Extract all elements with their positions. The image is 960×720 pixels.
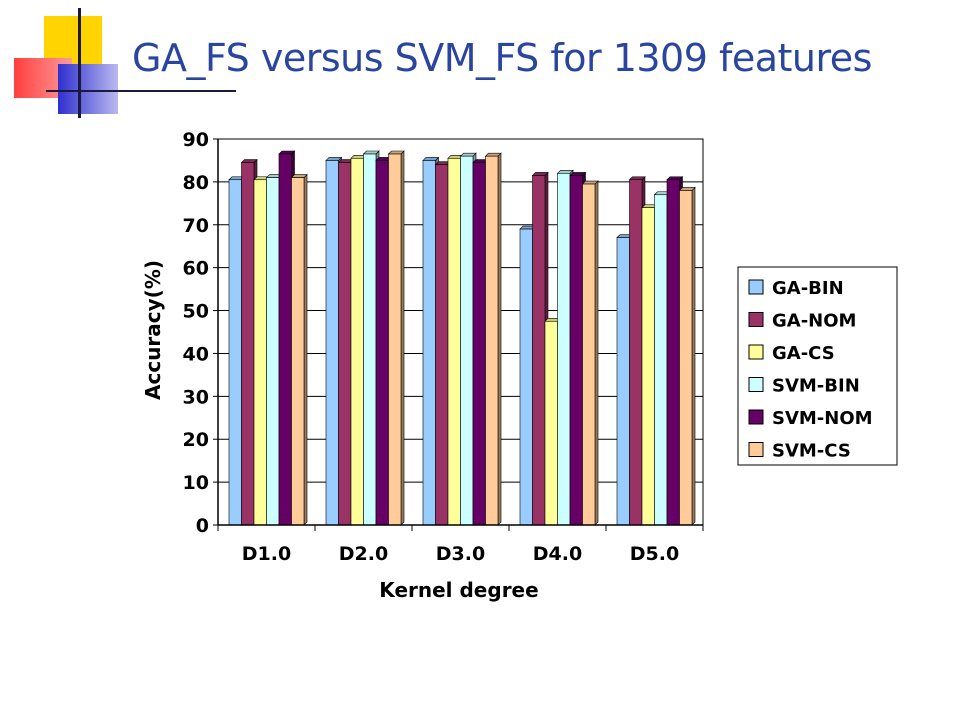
bar-front: [519, 228, 533, 526]
bar-top: [290, 174, 308, 178]
y-tick-label: 30: [183, 386, 209, 408]
y-tick-label: 40: [183, 343, 209, 365]
y-tick-label: 50: [183, 301, 209, 323]
x-tick-label: D4.0: [533, 543, 582, 565]
bar-front: [253, 179, 267, 526]
bar-front: [350, 158, 364, 526]
legend-label: GA-BIN: [772, 278, 844, 299]
bar-front: [616, 237, 630, 526]
bar-top: [628, 176, 646, 181]
bar-svm-cs-d3.0: [484, 152, 502, 526]
bar-front: [363, 153, 377, 526]
bar-front: [375, 160, 389, 526]
bar-front: [447, 158, 461, 526]
y-tick-label: 80: [183, 172, 209, 194]
bar-front: [532, 175, 546, 526]
y-tick-label: 0: [196, 515, 209, 537]
bar-side: [594, 180, 599, 526]
bar-front: [388, 153, 402, 526]
bar-top: [362, 150, 380, 155]
y-tick-label: 90: [183, 129, 209, 151]
legend: GA-BIN GA-NOM GA-CS SVM-BIN SVM-NOM SVM-CS: [737, 266, 898, 466]
bar-front: [654, 194, 668, 526]
bar-front: [666, 179, 680, 526]
legend-swatch: [748, 409, 764, 425]
bar-top: [422, 157, 440, 161]
bar-top: [666, 176, 684, 181]
bar-front: [422, 160, 436, 526]
bar-top: [531, 172, 549, 176]
legend-swatch: [748, 442, 764, 457]
bar-front: [228, 179, 242, 526]
legend-label: GA-NOM: [772, 311, 856, 332]
bar-front: [241, 162, 255, 526]
bar-front: [266, 177, 280, 526]
slide-title: GA_FS versus SVM_FS for 1309 features: [132, 36, 872, 80]
x-tick-label: D3.0: [436, 543, 485, 565]
bar-side: [303, 173, 308, 526]
legend-label: GA-CS: [772, 343, 835, 364]
bar-front: [460, 155, 474, 526]
bar-front: [582, 183, 596, 526]
bar-side: [691, 186, 696, 526]
bar-front: [338, 162, 352, 526]
bar-side: [400, 150, 405, 526]
legend-box: [737, 266, 898, 466]
bar-top: [569, 172, 587, 176]
bar-side: [497, 152, 502, 526]
bar-front: [485, 155, 499, 526]
y-tick-label: 10: [183, 472, 209, 494]
bar-top: [581, 180, 599, 185]
bar-front: [435, 164, 449, 526]
bar-top: [556, 170, 574, 174]
legend-label: SVM-NOM: [772, 408, 873, 429]
deco-vertical-line: [78, 8, 81, 118]
bar-svm-cs-d5.0: [678, 186, 696, 526]
deco-horizontal-line: [46, 90, 236, 92]
bar-front: [679, 190, 693, 526]
x-axis-title: Kernel degree: [379, 578, 538, 602]
x-tick-label: D5.0: [630, 543, 679, 565]
y-tick-label: 20: [183, 429, 209, 451]
bar-top: [484, 152, 502, 157]
bar-front: [629, 179, 643, 526]
bar-top: [387, 150, 405, 155]
bar-top: [240, 159, 258, 163]
bar-top: [278, 150, 296, 155]
y-tick-label: 60: [183, 258, 209, 280]
bar-front: [472, 162, 486, 526]
legend-label: SVM-BIN: [772, 376, 860, 397]
bar-top: [325, 157, 343, 161]
bar-svm-cs-d4.0: [581, 180, 599, 526]
bar-front: [641, 207, 655, 526]
bar-front: [278, 153, 292, 526]
legend-swatch: [748, 377, 764, 392]
bar-front: [544, 320, 558, 526]
bar-front: [557, 173, 571, 526]
legend-swatch: [748, 279, 764, 295]
y-axis-title: Accuracy(%): [141, 260, 165, 400]
legend-swatch: [748, 344, 764, 360]
deco-blue-square: [58, 64, 118, 114]
bar-svm-cs-d2.0: [387, 150, 405, 526]
bar-top: [678, 187, 696, 191]
bar-front: [325, 160, 339, 526]
bar-top: [459, 152, 477, 157]
legend-label: SVM-CS: [772, 441, 851, 462]
y-tick-label: 70: [183, 215, 209, 237]
bar-svm-cs-d1.0: [290, 173, 308, 526]
bar-front: [291, 177, 305, 526]
x-tick-label: D2.0: [339, 543, 388, 565]
legend-swatch: [748, 312, 764, 327]
bar-front: [569, 175, 583, 526]
x-tick-label: D1.0: [242, 543, 291, 565]
